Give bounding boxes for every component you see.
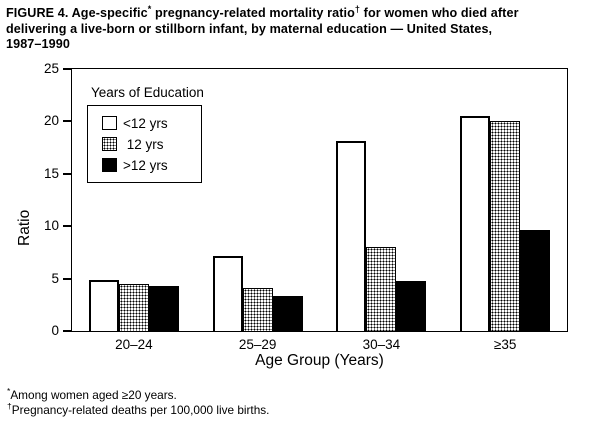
footnotes: *Among women aged ≥20 years. †Pregnancy-… [7, 386, 270, 418]
x-axis-title: Age Group (Years) [255, 352, 384, 369]
bar [272, 296, 303, 331]
x-tick-label: 25–29 [238, 337, 277, 352]
figure-title-line1: FIGURE 4. Age-specific* pregnancy-relate… [6, 3, 606, 22]
footnote-text: Among women aged ≥20 years. [10, 388, 177, 402]
x-tick-label: 30–34 [362, 337, 401, 352]
legend-item: >12 yrs [102, 158, 201, 173]
y-tick-mark [63, 330, 71, 332]
x-tick-label: ≥35 [493, 337, 517, 352]
y-tick-label: 25 [43, 61, 59, 76]
y-tick-mark [63, 120, 71, 123]
title-text: pregnancy-related mortality ratio [151, 6, 355, 20]
y-tick-label: 15 [43, 165, 59, 181]
bar [520, 230, 551, 331]
bar [148, 285, 179, 331]
bar [242, 288, 273, 331]
legend-swatch-stipple [102, 137, 117, 151]
title-text: FIGURE 4. Age-specific [6, 6, 148, 20]
y-axis-title: Ratio [16, 209, 33, 246]
legend-item: <12 yrs [102, 116, 201, 131]
y-tick-mark [63, 277, 71, 280]
bar-group [320, 69, 444, 331]
legend-swatch-white [102, 116, 117, 130]
bar [490, 121, 521, 331]
legend-title: Years of Education [91, 85, 204, 100]
footnote-dagger: † [7, 400, 12, 411]
y-tick-label: 0 [51, 323, 59, 338]
figure-title: FIGURE 4. Age-specific* pregnancy-relate… [6, 3, 606, 53]
bar-group [443, 69, 567, 331]
footnote-1: *Among women aged ≥20 years. [7, 386, 269, 403]
plot-area: 0 5 10 15 20 25 20–24 25–29 30–34 ≥35 [44, 61, 568, 352]
footnote-2: †Pregnancy-related deaths per 100,000 li… [7, 400, 270, 418]
y-tick-mark [63, 225, 71, 228]
bar-group [72, 69, 196, 331]
legend-label: <12 yrs [123, 115, 168, 131]
bar [366, 247, 397, 331]
bar-group [196, 69, 320, 331]
legend-item: 12 yrs [102, 137, 201, 152]
title-asterisk: * [147, 3, 152, 14]
bar [212, 255, 243, 331]
figure-title-line3: 1987–1990 [6, 37, 70, 51]
y-tick-label: 10 [43, 218, 59, 234]
footnote-asterisk: * [7, 386, 11, 397]
bar [396, 280, 427, 331]
legend-label: >12 yrs [123, 157, 168, 173]
title-text: for women who died after [360, 6, 519, 20]
bar [336, 141, 367, 331]
footnote-text: Pregnancy-related deaths per 100,000 liv… [11, 402, 270, 417]
y-tick-mark [63, 172, 71, 175]
bar [118, 283, 149, 331]
legend: <12 yrs 12 yrs >12 yrs [87, 105, 202, 183]
y-tick-label: 5 [51, 270, 59, 286]
y-tick-mark [63, 68, 71, 70]
bar [460, 116, 491, 331]
bar [88, 279, 119, 331]
legend-label: 12 yrs [123, 136, 164, 152]
y-tick-label: 20 [43, 113, 59, 129]
title-dagger: † [354, 3, 361, 14]
legend-swatch-black [102, 158, 117, 172]
x-tick-label: 20–24 [115, 337, 153, 352]
figure-title-line2: delivering a live-born or stillborn infa… [6, 21, 493, 36]
